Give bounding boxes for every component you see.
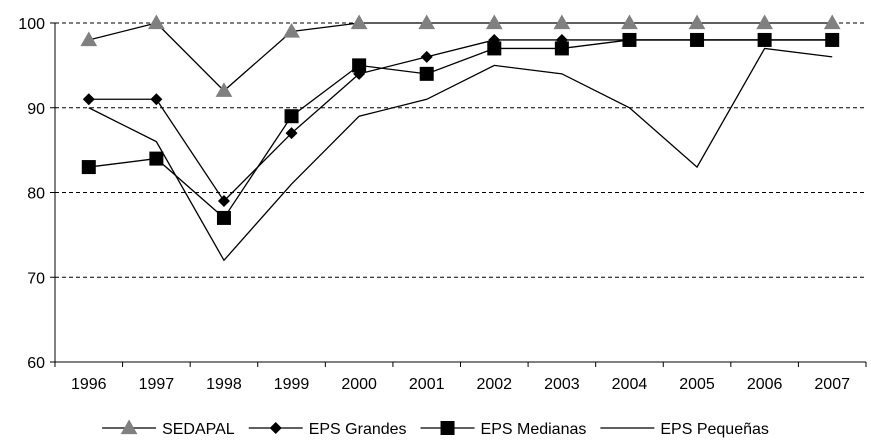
data-point-sedapal-2000	[350, 14, 368, 30]
legend-label-3: EPS Pequeñas	[660, 421, 769, 438]
series-lines	[88, 22, 833, 262]
data-point-eps-medianas-2002	[487, 41, 502, 56]
y-tick-label: 70	[27, 270, 45, 287]
x-tick-label-2001: 2001	[409, 376, 445, 393]
x-tick-label-2004: 2004	[612, 376, 648, 393]
data-point-eps-medianas-2004	[622, 32, 637, 47]
data-point-eps-grandes-1998	[217, 194, 230, 207]
data-point-eps-medianas-2001	[419, 66, 434, 81]
data-point-sedapal-2007	[823, 14, 841, 30]
data-point-sedapal-1997	[148, 14, 165, 30]
legend: SEDAPAL EPS Grandes EPS Medianas EPS Pequeñ…	[102, 419, 769, 438]
data-point-eps-medianas-2007	[825, 32, 840, 47]
data-point-sedapal-1999	[283, 22, 300, 38]
x-tick-label-2002: 2002	[476, 376, 512, 393]
x-tick-label-2006: 2006	[747, 376, 783, 393]
data-point-eps-medianas-1997	[149, 151, 164, 166]
series-line-eps-grandes	[88, 39, 833, 202]
y-tick-label: 80	[27, 186, 45, 203]
data-point-sedapal-2005	[688, 14, 706, 30]
x-tick-label-1997: 1997	[139, 376, 175, 393]
data-point-sedapal-1996	[80, 31, 98, 47]
data-point-eps-medianas-2005	[690, 32, 705, 47]
x-tick-label-1998: 1998	[206, 376, 242, 393]
legend-label-2: EPS Medianas	[481, 421, 587, 438]
legend-label-1: EPS Grandes	[309, 421, 407, 438]
series-line-eps-medianas	[88, 39, 833, 219]
x-tick-label-1996: 1996	[71, 376, 107, 393]
data-point-eps-medianas-1996	[81, 160, 96, 175]
data-point-sedapal-1998	[215, 82, 233, 97]
data-point-sedapal-2003	[553, 14, 571, 30]
y-tick-label: 60	[27, 355, 45, 372]
data-point-eps-medianas-2003	[554, 41, 569, 56]
tick-labels: 60 70 80 90 100 1996 1997 1998 1999 2000 2001 2002 2…	[18, 16, 850, 393]
x-tick-label-2007: 2007	[814, 376, 850, 393]
data-point-eps-medianas-1998	[216, 210, 231, 225]
series-markers	[80, 14, 841, 225]
legend-marker-eps-grandes	[269, 422, 282, 434]
y-tick-label: 100	[18, 16, 45, 33]
data-point-eps-medianas-2006	[757, 32, 772, 47]
legend-marker-eps-medianas	[440, 421, 455, 435]
data-point-eps-grandes-2001	[420, 50, 433, 63]
x-tick-label-2005: 2005	[679, 376, 715, 393]
x-tick-label-1999: 1999	[274, 376, 310, 393]
series-line-eps-pequeñas	[88, 47, 833, 262]
x-tick-label-2000: 2000	[341, 376, 377, 393]
series-line-sedapal	[88, 22, 833, 92]
data-point-eps-medianas-1999	[284, 109, 299, 124]
data-point-sedapal-2001	[418, 14, 436, 30]
legend-marker-sedapal	[120, 419, 138, 435]
data-point-sedapal-2006	[756, 14, 773, 30]
data-point-sedapal-2002	[485, 14, 503, 30]
data-point-eps-grandes-1999	[285, 127, 298, 140]
data-point-eps-grandes-1996	[82, 93, 95, 106]
data-point-sedapal-2004	[621, 14, 638, 30]
y-tick-label: 90	[27, 101, 45, 118]
data-point-eps-grandes-1997	[150, 93, 163, 106]
data-point-eps-medianas-2000	[352, 58, 367, 73]
x-tick-label-2003: 2003	[544, 376, 580, 393]
axes	[50, 22, 867, 367]
legend-label-0: SEDAPAL	[162, 421, 235, 438]
